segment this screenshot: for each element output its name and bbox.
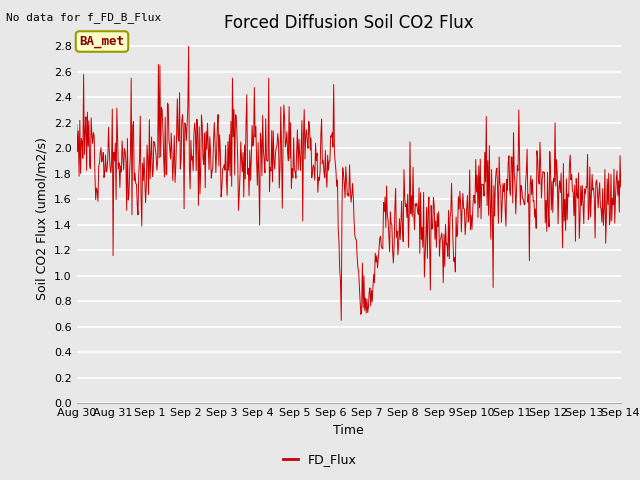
X-axis label: Time: Time bbox=[333, 424, 364, 437]
Text: BA_met: BA_met bbox=[79, 35, 125, 48]
Legend: FD_Flux: FD_Flux bbox=[278, 448, 362, 471]
Title: Forced Diffusion Soil CO2 Flux: Forced Diffusion Soil CO2 Flux bbox=[224, 14, 474, 32]
Text: No data for f_FD_B_Flux: No data for f_FD_B_Flux bbox=[6, 12, 162, 23]
Y-axis label: Soil CO2 Flux (umol/m2/s): Soil CO2 Flux (umol/m2/s) bbox=[35, 137, 49, 300]
